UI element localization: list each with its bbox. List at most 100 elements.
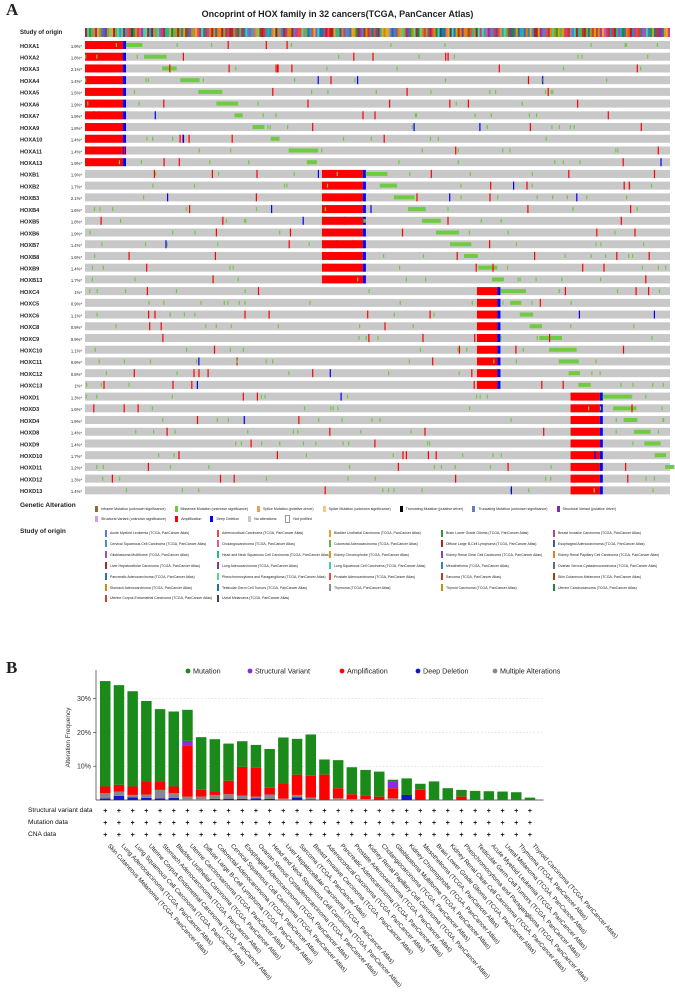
study-strip-segment (521, 28, 525, 37)
study-strip-segment (229, 28, 232, 37)
alteration-mark (148, 310, 150, 319)
alteration-mark (367, 310, 369, 319)
study-strip-segment (381, 28, 384, 37)
alteration-mark (193, 183, 196, 188)
study-legend-item: Kidney Renal Papillary Cell Carcinoma (T… (553, 550, 665, 561)
bar-segment (250, 796, 262, 799)
study-strip-segment (107, 28, 110, 37)
alteration-mark (205, 324, 207, 329)
amplification-block (476, 334, 498, 342)
bar-segment (264, 787, 275, 795)
alteration-mark (490, 181, 492, 190)
alteration-mark (93, 207, 96, 212)
study-legend-item: Bladder Urothelial Carcinoma (TCGA, PanC… (329, 528, 441, 539)
study-strip-segment (279, 28, 282, 37)
bar-segment (223, 780, 234, 795)
bar-legend-label: Mutation (193, 667, 221, 676)
study-strip-segment (605, 28, 609, 37)
alteration-mark (327, 89, 329, 94)
alteration-mark (96, 312, 98, 317)
study-strip-segment (491, 28, 494, 37)
amplification-block (321, 275, 363, 284)
alteration-mark (292, 429, 294, 434)
alteration-mark (570, 300, 572, 305)
study-strip-segment (359, 28, 362, 37)
study-legend-label: Cholangiocarcinoma (TCGA, PanCancer Atla… (222, 541, 295, 546)
alteration-mark (551, 125, 553, 130)
alteration-mark (231, 134, 233, 143)
alteration-mark (138, 101, 140, 106)
study-strip-segment (277, 28, 280, 37)
study-strip-segment (531, 28, 535, 37)
alteration-mark (663, 418, 665, 423)
study-strip-segment (435, 28, 438, 37)
gene-label: HOXB1 (20, 173, 39, 179)
mutation-segment (306, 160, 317, 165)
study-strip-segment (251, 28, 254, 37)
alteration-mark (413, 123, 415, 132)
gene-label: HOXB5 (20, 220, 39, 226)
legend-swatch (175, 516, 179, 523)
alteration-mark (149, 322, 151, 331)
study-legend-item: Cervical Squamous Cell Carcinoma (TCGA, … (105, 539, 217, 550)
alteration-mark (293, 171, 295, 176)
alteration-mark (444, 43, 446, 47)
study-strip-segment (203, 28, 206, 37)
gene-track (85, 99, 670, 108)
bar-segment (113, 784, 125, 792)
data-availability-mark: + (501, 832, 505, 839)
alteration-legend: Inframe Mutation (unknown significance) M… (95, 504, 655, 524)
legend-swatch (174, 506, 178, 513)
mutation-segment (252, 125, 265, 130)
data-availability-mark: + (158, 820, 162, 827)
alteration-mark (502, 300, 504, 305)
study-strip-segment (353, 28, 356, 37)
study-strip-segment (643, 28, 647, 37)
study-strip-segment (231, 28, 234, 37)
study-strip-segment (473, 28, 476, 37)
data-availability-mark: + (432, 820, 436, 827)
study-strip-segment (493, 28, 496, 37)
alteration-legend-label: Truncating Mutation (unknown significanc… (478, 507, 548, 511)
study-strip-segment (639, 28, 643, 37)
study-strip-segment (361, 28, 364, 37)
deep-deletion-block (599, 486, 603, 495)
study-legend-label: Kidney Renal Papillary Cell Carcinoma (T… (558, 552, 660, 557)
alteration-mark (544, 89, 547, 94)
bar-segment (195, 796, 207, 800)
alteration-mark (317, 76, 319, 85)
bar-segment (469, 790, 481, 800)
alteration-mark (564, 287, 566, 296)
study-strip-segment (377, 28, 380, 37)
gene-label: HOXA1 (20, 44, 39, 50)
alteration-mark (578, 310, 580, 319)
data-availability-mark: + (131, 808, 135, 815)
alteration-mark (581, 54, 583, 59)
alteration-mark (502, 148, 504, 153)
mutation-segment (578, 382, 591, 387)
gene-track (85, 181, 670, 190)
study-strip-segment (295, 28, 298, 37)
study-strip-segment (645, 28, 649, 37)
deep-deletion-block (497, 310, 501, 319)
bar-segment (291, 797, 303, 800)
alteration-mark (96, 54, 98, 59)
study-strip-segment (331, 28, 334, 37)
legend-swatch (285, 515, 291, 524)
data-availability-mark: + (528, 820, 532, 827)
alteration-mark (600, 242, 602, 247)
alteration-mark (550, 464, 552, 469)
alteration-mark (279, 441, 281, 446)
study-legend-item: Sarcoma (TCGA, PanCancer Atlas) (441, 572, 553, 583)
study-strip-segment (255, 28, 258, 37)
study-strip-segment (183, 28, 186, 37)
bar-segment (387, 798, 399, 800)
alteration-mark (455, 101, 457, 106)
bar-segment (264, 794, 275, 799)
alteration-mark (233, 474, 235, 483)
mutation-segment (644, 441, 661, 446)
study-strip-segment (603, 28, 607, 37)
gene-track (85, 87, 670, 96)
mutation-segment (436, 230, 459, 235)
data-availability-mark: + (199, 820, 203, 827)
